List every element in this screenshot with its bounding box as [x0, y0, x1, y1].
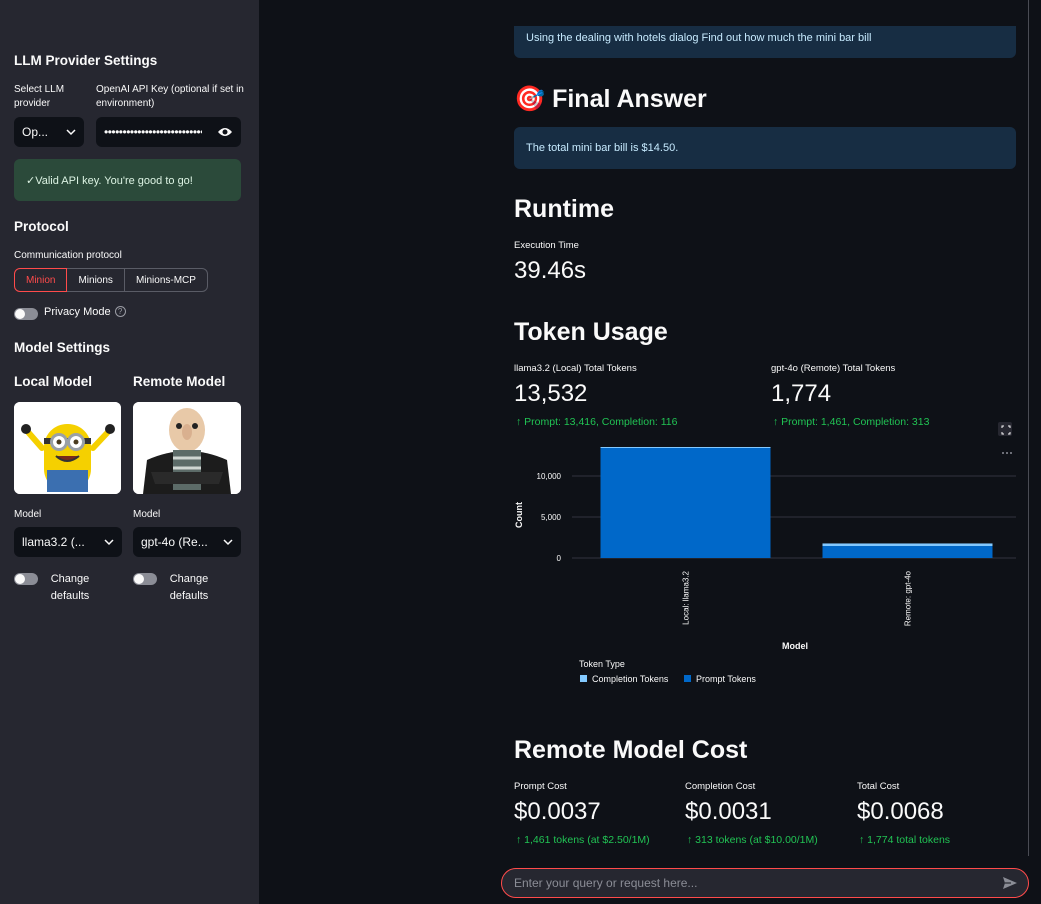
token-usage-chart: 0 5,000 10,000 Local: llama3.2 Remote: gpt-…: [514, 422, 1016, 684]
main-content: Using the dealing with hotels dialog Fin…: [502, 0, 1028, 856]
final-answer-heading-text: Final Answer: [552, 85, 707, 113]
remote-model-select[interactable]: gpt-4o (Re...: [133, 527, 241, 557]
bar-completion-tokens[interactable]: [600, 447, 771, 448]
remote-tokens-delta: ↑ Prompt: 1,461, Completion: 313: [773, 416, 930, 428]
gru-illustration: [133, 402, 241, 494]
legend-swatch: [580, 675, 587, 682]
target-icon: 🎯: [514, 85, 546, 113]
local-model-select[interactable]: llama3.2 (...: [14, 527, 122, 557]
protocol-segmented-control: Minion Minions Minions-MCP: [14, 268, 208, 292]
protocol-option-minions[interactable]: Minions: [66, 268, 125, 292]
y-tick-label: 5,000: [541, 513, 562, 522]
chat-input[interactable]: Enter your query or request here...: [501, 868, 1029, 898]
privacy-mode-label: Privacy Mode: [44, 306, 111, 318]
minion-illustration: [14, 402, 121, 494]
y-axis-label: Count: [514, 502, 524, 528]
legend-title: Token Type: [579, 659, 625, 669]
x-tick-label: Remote: gpt-4o: [904, 570, 913, 626]
execution-time-value: 39.46s: [514, 257, 587, 284]
chat-input-placeholder: Enter your query or request here...: [514, 876, 698, 890]
task-info-box: Using the dealing with hotels dialog Fin…: [514, 26, 1016, 58]
bar-completion-tokens[interactable]: [822, 543, 993, 547]
prompt-cost-value: $0.0037: [514, 798, 601, 825]
provider-select-value: Op...: [22, 125, 49, 139]
local-change-defaults-toggle[interactable]: [14, 573, 38, 585]
total-cost-value: $0.0068: [857, 798, 944, 825]
completion-cost-label: Completion Cost: [685, 781, 756, 792]
local-model-select-value: llama3.2 (...: [22, 535, 85, 549]
local-model-select-label: Model: [14, 509, 42, 520]
total-cost-label: Total Cost: [857, 781, 900, 792]
y-tick-label: 10,000: [537, 472, 562, 481]
protocol-option-minions-mcp[interactable]: Minions-MCP: [123, 268, 208, 292]
remote-cost-heading: Remote Model Cost: [514, 736, 748, 764]
prompt-cost-label: Prompt Cost: [514, 781, 567, 792]
runtime-heading: Runtime: [514, 195, 614, 223]
chevron-down-icon: [223, 539, 233, 546]
prompt-cost-delta: ↑ 1,461 tokens (at $2.50/1M): [516, 834, 650, 846]
completion-cost-value: $0.0031: [685, 798, 772, 825]
final-answer-text: The total mini bar bill is $14.50.: [526, 142, 679, 154]
sidebar: LLM Provider Settings Select LLM provide…: [0, 0, 259, 904]
api-key-label: OpenAI API Key (optional if set in envir…: [96, 84, 244, 109]
protocol-heading: Protocol: [14, 219, 69, 234]
select-provider-label: Select LLM provider: [14, 84, 65, 109]
execution-time-label: Execution Time: [514, 240, 579, 251]
remote-change-defaults-row: Change defaults: [133, 571, 233, 605]
send-icon[interactable]: [1002, 875, 1018, 891]
api-key-input[interactable]: ••••••••••••••••••••••••••••••••: [96, 117, 241, 147]
local-model-image: [14, 402, 121, 494]
provider-select[interactable]: Op...: [14, 117, 84, 147]
local-tokens-value: 13,532: [514, 380, 588, 407]
local-change-defaults-row: Change defaults: [14, 571, 114, 605]
local-tokens-label: llama3.2 (Local) Total Tokens: [514, 363, 637, 374]
remote-tokens-value: 1,774: [771, 380, 832, 407]
final-answer-box: The total mini bar bill is $14.50.: [514, 127, 1016, 169]
legend-swatch: [684, 675, 691, 682]
completion-cost-delta: ↑ 313 tokens (at $10.00/1M): [687, 834, 818, 846]
remote-change-defaults-label: Change defaults: [169, 573, 209, 602]
remote-model-select-label: Model: [133, 509, 161, 520]
x-tick-label: Local: llama3.2: [682, 570, 691, 624]
chevron-down-icon: [104, 539, 114, 546]
protocol-option-minion[interactable]: Minion: [14, 268, 68, 292]
protocol-label: Communication protocol: [14, 250, 122, 261]
more-options-icon[interactable]: [1002, 452, 1012, 454]
task-text: Using the dealing with hotels dialog Fin…: [526, 32, 872, 44]
privacy-mode-toggle-row: Privacy Mode ?: [14, 306, 126, 320]
local-model-heading: Local Model: [14, 374, 93, 389]
remote-tokens-label: gpt-4o (Remote) Total Tokens: [771, 363, 896, 374]
bar-prompt-tokens[interactable]: [600, 447, 771, 558]
local-change-defaults-label: Change defaults: [50, 573, 90, 602]
privacy-mode-toggle[interactable]: [14, 308, 38, 320]
remote-model-image: [133, 402, 241, 494]
token-usage-heading: Token Usage: [514, 318, 668, 346]
legend-item: Completion Tokens: [592, 674, 669, 684]
success-text: ✓Valid API key. You're good to go!: [26, 174, 193, 187]
remote-change-defaults-toggle[interactable]: [133, 573, 157, 585]
local-tokens-delta: ↑ Prompt: 13,416, Completion: 116: [516, 416, 678, 428]
fullscreen-icon[interactable]: [998, 422, 1012, 436]
main-divider: [1028, 0, 1029, 856]
help-icon[interactable]: ?: [114, 306, 126, 317]
final-answer-heading: 🎯 Final Answer: [514, 85, 707, 114]
eye-icon[interactable]: [217, 126, 233, 138]
api-key-value: ••••••••••••••••••••••••••••••••: [104, 125, 202, 139]
legend-item: Prompt Tokens: [696, 674, 756, 684]
model-settings-heading: Model Settings: [14, 340, 111, 355]
bar-prompt-tokens[interactable]: [822, 546, 993, 558]
total-cost-delta: ↑ 1,774 total tokens: [859, 834, 951, 846]
api-key-success-alert: ✓Valid API key. You're good to go!: [14, 159, 241, 201]
provider-settings-heading: LLM Provider Settings: [14, 53, 158, 68]
remote-model-heading: Remote Model: [133, 374, 226, 389]
remote-model-select-value: gpt-4o (Re...: [141, 535, 208, 549]
x-axis-label: Model: [782, 641, 808, 651]
y-tick-label: 0: [557, 554, 562, 563]
chevron-down-icon: [66, 129, 76, 136]
